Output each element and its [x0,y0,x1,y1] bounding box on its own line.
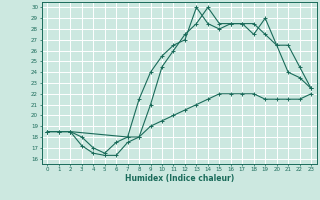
X-axis label: Humidex (Indice chaleur): Humidex (Indice chaleur) [124,174,234,183]
